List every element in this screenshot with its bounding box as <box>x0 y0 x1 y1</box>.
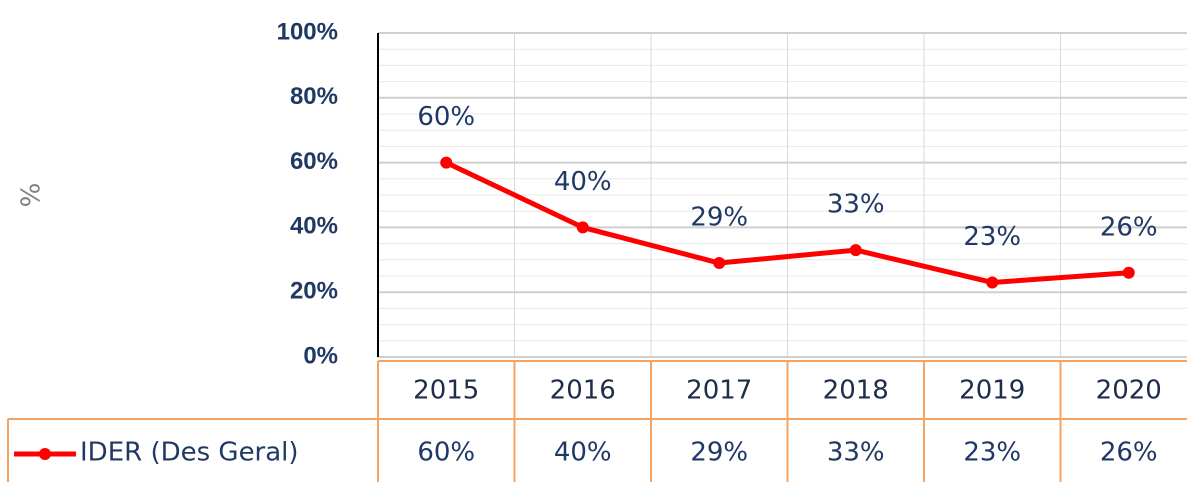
legend-key-marker <box>39 448 51 460</box>
y-tick-label: 20% <box>290 278 338 305</box>
x-tick-label: 2015 <box>413 376 479 406</box>
table-value: 29% <box>690 438 748 468</box>
x-tick-label: 2018 <box>823 376 889 406</box>
x-tick-label: 2016 <box>550 376 616 406</box>
marker <box>440 156 453 169</box>
table-value: 23% <box>963 438 1021 468</box>
line <box>445 160 1129 285</box>
table-value: 60% <box>417 438 475 468</box>
marker <box>986 276 999 289</box>
table-value: 26% <box>1100 438 1158 468</box>
data-label: 33% <box>827 190 885 220</box>
marker <box>849 244 862 257</box>
data-label: 29% <box>690 203 748 233</box>
marker <box>1122 266 1135 279</box>
marker <box>713 257 726 270</box>
x-tick-label: 2020 <box>1096 376 1162 406</box>
marker <box>576 221 589 234</box>
data-label: 60% <box>417 102 475 132</box>
data-label: 40% <box>554 167 612 197</box>
y-axis-label: % <box>17 183 47 208</box>
x-tick-label: 2019 <box>959 376 1025 406</box>
y-tick-label: 80% <box>290 83 338 110</box>
y-tick-label: 60% <box>290 148 338 175</box>
data-label: 26% <box>1100 212 1158 242</box>
legend-label: IDER (Des Geral) <box>80 438 299 468</box>
table-value: 33% <box>827 438 885 468</box>
data-label: 23% <box>963 222 1021 252</box>
table-value: 40% <box>554 438 612 468</box>
y-tick-label: 100% <box>277 18 338 45</box>
y-tick-label: 40% <box>290 213 338 240</box>
x-tick-label: 2017 <box>686 376 752 406</box>
y-tick-label: 0% <box>303 342 338 369</box>
